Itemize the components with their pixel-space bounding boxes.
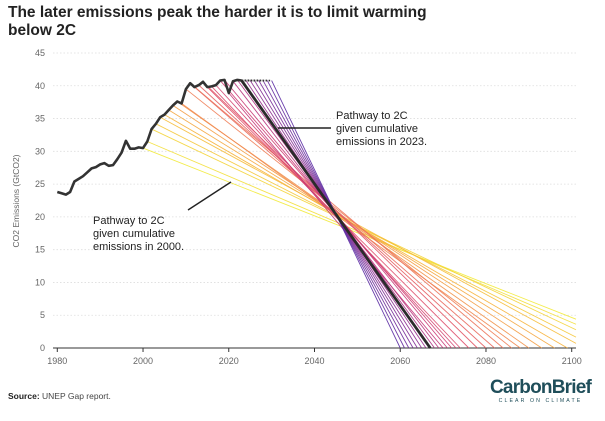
annotation-2000-line-3: emissions in 2000. xyxy=(93,241,184,253)
y-tick-30: 30 xyxy=(35,146,45,156)
x-tick-2000: 2000 xyxy=(133,356,153,366)
source-note: Source: UNEP Gap report. xyxy=(8,391,111,401)
source-text: UNEP Gap report. xyxy=(42,391,111,401)
pathway-line-2004 xyxy=(159,116,577,344)
pathway-line-2020 xyxy=(228,92,444,349)
y-tick-0: 0 xyxy=(40,343,45,353)
y-tick-15: 15 xyxy=(35,245,45,255)
historical-emissions-line xyxy=(56,78,242,196)
x-tick-2060: 2060 xyxy=(390,356,410,366)
x-tick-2040: 2040 xyxy=(304,356,324,366)
y-tick-45: 45 xyxy=(35,48,45,58)
annotation-2000-line-1: Pathway to 2C xyxy=(93,215,165,227)
y-tick-35: 35 xyxy=(35,114,45,124)
annotation-2023-line-3: emissions in 2023. xyxy=(336,136,427,148)
annotation-2000: Pathway to 2C given cumulative emissions… xyxy=(93,215,184,253)
x-tick-2080: 2080 xyxy=(476,356,496,366)
x-tick-2100: 2100 xyxy=(562,356,582,366)
pathway-line-2012 xyxy=(194,86,495,349)
carbonbrief-logo: CarbonBrief CLEAR ON CLIMATE xyxy=(490,377,592,405)
pathway-line-2007 xyxy=(172,105,542,349)
x-tick-1980: 1980 xyxy=(47,356,67,366)
annotation-arrow-2000 xyxy=(187,181,232,211)
pathway-line-2011 xyxy=(189,82,504,349)
y-axis-label: CO2 Emissions (GtCO2) xyxy=(11,154,21,247)
y-tick-20: 20 xyxy=(35,212,45,222)
y-tick-labels: 0 5 10 15 20 25 30 35 40 45 xyxy=(35,48,45,353)
annotation-2023: Pathway to 2C given cumulative emissions… xyxy=(336,110,427,148)
logo-brand: CarbonBrief xyxy=(490,377,592,398)
logo-tagline: CLEAR ON CLIMATE xyxy=(498,398,583,404)
y-tick-10: 10 xyxy=(35,277,45,287)
x-tick-labels: 1980 2000 2020 2040 2060 2080 2100 xyxy=(47,348,582,366)
y-tick-25: 25 xyxy=(35,179,45,189)
annotation-2023-line-2: given cumulative xyxy=(336,123,418,135)
grid-lines xyxy=(53,52,576,349)
y-tick-5: 5 xyxy=(40,310,45,320)
x-tick-2020: 2020 xyxy=(219,356,239,366)
pathway-line-2014 xyxy=(202,81,478,349)
y-tick-40: 40 xyxy=(35,81,45,91)
pathway-line-2003 xyxy=(155,123,577,338)
highlight-pathway-line xyxy=(240,79,432,349)
annotation-2000-line-2: given cumulative xyxy=(93,228,175,240)
pathway-line-2010 xyxy=(185,88,512,349)
source-label: Source: xyxy=(8,391,40,401)
annotation-2023-line-1: Pathway to 2C xyxy=(336,110,408,122)
chart-title: The later emissions peak the harder it i… xyxy=(8,4,427,39)
